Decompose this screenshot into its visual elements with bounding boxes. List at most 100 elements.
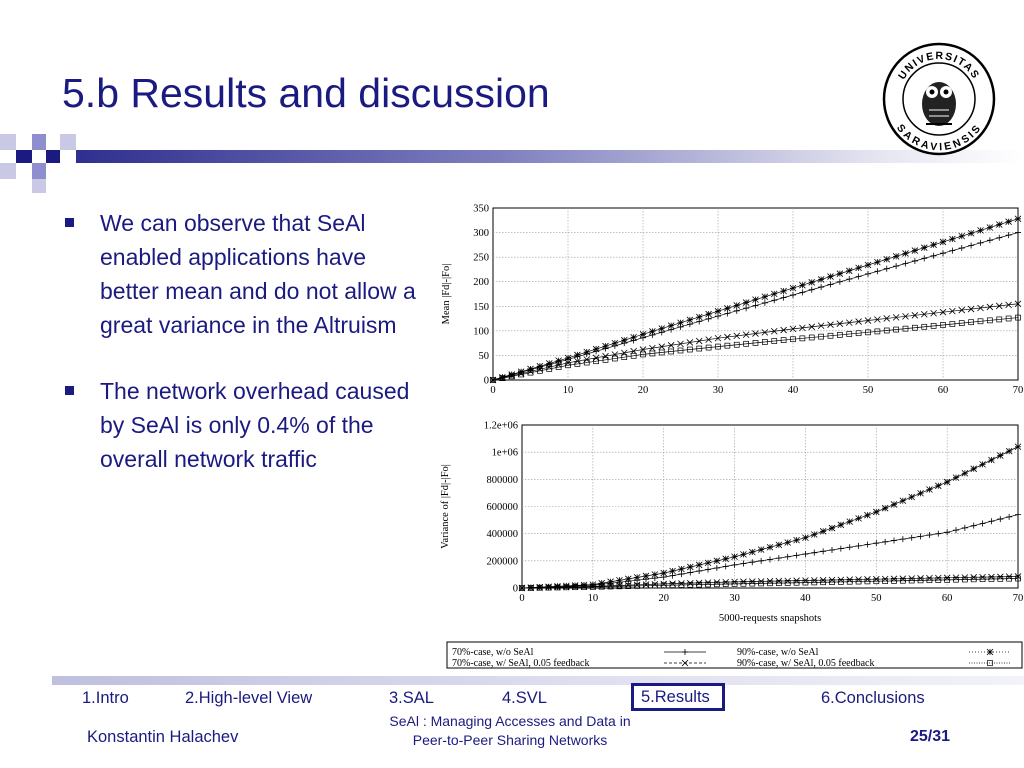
plus-marker xyxy=(940,250,946,257)
star-marker xyxy=(686,316,694,324)
plus-marker xyxy=(977,239,984,246)
footer-title-line-1: SeAl : Managing Accesses and Data in xyxy=(389,713,631,729)
square-marker xyxy=(696,581,702,588)
plus-marker xyxy=(808,286,815,293)
x-marker xyxy=(724,333,731,341)
star-marker xyxy=(961,469,969,477)
x-marker xyxy=(583,356,591,363)
square-marker xyxy=(660,582,667,589)
nav-link-results-active[interactable]: 5.Results xyxy=(631,683,725,711)
square-marker xyxy=(1005,315,1012,322)
legend-key-plus xyxy=(664,649,706,655)
plus-marker xyxy=(970,522,977,529)
star-marker xyxy=(607,578,614,586)
square-marker xyxy=(518,371,524,378)
star-marker xyxy=(630,333,637,341)
square-marker xyxy=(634,583,640,589)
square-marker xyxy=(602,357,609,363)
star-marker xyxy=(766,543,774,551)
legend-label: 70%-case, w/o SeAl xyxy=(452,647,534,658)
square-marker xyxy=(808,334,815,341)
x-marker xyxy=(678,580,685,587)
star-marker xyxy=(789,284,797,292)
square-marker xyxy=(537,367,543,374)
plus-marker xyxy=(802,551,809,558)
x-marker xyxy=(892,314,900,321)
star-marker xyxy=(642,572,650,580)
plus-marker xyxy=(891,537,897,544)
y-tick-label: 1e+06 xyxy=(492,448,518,459)
x-marker xyxy=(977,304,984,312)
star-marker xyxy=(802,534,809,542)
star-marker xyxy=(564,354,572,362)
star-marker xyxy=(808,279,816,286)
star-marker xyxy=(571,582,579,589)
plus-marker xyxy=(958,245,965,252)
square-marker xyxy=(625,583,632,589)
slide-title: 5.b Results and discussion xyxy=(62,70,550,116)
plus-marker xyxy=(678,571,685,578)
plus-marker xyxy=(733,307,740,314)
square-marker xyxy=(696,345,703,352)
star-marker xyxy=(733,302,741,309)
square-marker xyxy=(891,578,897,584)
y-axis-label: Variance of |Fd|-|Fo| xyxy=(440,464,451,549)
star-marker xyxy=(911,247,919,254)
nav-link-high-level-view[interactable]: 2.High-level View xyxy=(185,689,313,707)
x-marker xyxy=(527,368,534,375)
square-marker xyxy=(865,329,871,336)
star-marker xyxy=(616,576,623,584)
legend-key-x xyxy=(664,659,706,667)
deco-square-3 xyxy=(32,134,46,150)
bullet-text: We can observe that SeAl enabled applica… xyxy=(100,210,416,338)
plus-marker xyxy=(953,527,959,534)
square-marker xyxy=(917,577,924,584)
square-marker xyxy=(790,336,796,343)
square-marker xyxy=(545,584,552,591)
star-marker xyxy=(695,561,703,569)
plus-marker xyxy=(743,305,750,312)
square-marker xyxy=(838,579,844,585)
star-marker xyxy=(846,518,853,525)
square-marker xyxy=(731,581,738,587)
star-marker xyxy=(799,281,806,289)
square-marker xyxy=(749,580,756,587)
plus-marker xyxy=(705,566,711,573)
plus-marker xyxy=(986,237,993,244)
nav-link-sal[interactable]: 3.SAL xyxy=(389,689,434,707)
deco-square-2 xyxy=(16,150,32,163)
star-marker xyxy=(958,232,966,240)
nav-link-conclusions[interactable]: 6.Conclusions xyxy=(821,689,925,707)
star-marker xyxy=(633,574,641,581)
plus-marker xyxy=(944,529,951,536)
star-marker xyxy=(864,511,871,519)
square-marker xyxy=(793,579,800,586)
star-marker xyxy=(714,307,722,315)
nav-link-svl[interactable]: 4.SVL xyxy=(502,689,547,707)
star-marker xyxy=(967,229,975,237)
square-marker xyxy=(752,340,759,346)
x-axis-label: 5000-requests snapshots xyxy=(719,613,821,624)
bullet-square-icon xyxy=(65,218,74,227)
star-marker xyxy=(752,296,759,303)
deco-square-4 xyxy=(60,134,76,150)
star-marker xyxy=(828,524,836,532)
nav-link-intro[interactable]: 1.Intro xyxy=(82,689,129,707)
star-marker xyxy=(899,497,907,505)
plus-marker xyxy=(761,299,768,306)
square-marker xyxy=(846,331,853,337)
star-marker xyxy=(580,581,588,589)
star-marker xyxy=(687,563,694,571)
star-marker xyxy=(883,255,891,263)
star-marker xyxy=(554,583,561,590)
star-marker xyxy=(855,515,862,522)
plus-marker xyxy=(883,265,890,272)
plus-marker xyxy=(829,546,835,553)
legend-label: 70%-case, w/ SeAl, 0.05 feedback xyxy=(452,658,589,669)
square-marker xyxy=(962,576,968,583)
star-marker xyxy=(695,313,703,321)
x-marker xyxy=(649,344,656,352)
x-marker xyxy=(1014,300,1022,308)
x-marker xyxy=(864,317,872,324)
x-tick-label: 60 xyxy=(942,593,953,604)
